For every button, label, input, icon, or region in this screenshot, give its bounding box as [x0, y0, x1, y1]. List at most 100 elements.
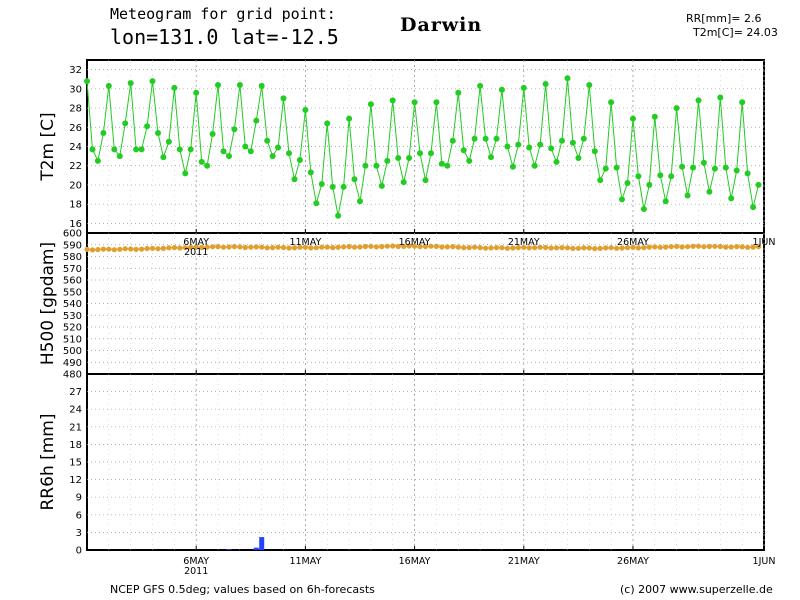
data-point: [493, 135, 500, 142]
x-tick-label: 11MAY: [289, 237, 321, 248]
data-point: [171, 84, 178, 91]
data-point: [165, 138, 172, 145]
data-point: [488, 245, 494, 251]
data-point: [280, 244, 287, 251]
data-point: [335, 212, 342, 219]
data-point: [182, 245, 188, 251]
data-point: [717, 243, 723, 250]
data-point: [438, 160, 445, 167]
data-point: [313, 245, 319, 251]
data-point: [646, 244, 652, 250]
data-point: [433, 99, 440, 106]
y-tick-label: 22: [69, 161, 82, 172]
data-point: [176, 146, 183, 153]
data-point: [499, 245, 505, 251]
data-point: [422, 177, 429, 184]
data-point: [264, 137, 271, 144]
data-point: [728, 244, 734, 250]
data-point: [193, 244, 199, 250]
data-point: [701, 244, 707, 250]
data-point: [253, 244, 259, 250]
data-point: [362, 162, 369, 169]
data-point: [280, 95, 287, 102]
y-tick-label: 6: [76, 510, 82, 521]
y-tick-label: 0: [76, 546, 82, 557]
data-point: [674, 243, 680, 249]
data-point: [739, 244, 745, 250]
y-tick-label: 27: [69, 387, 82, 398]
data-point: [269, 153, 276, 160]
data-point: [166, 245, 172, 251]
data-point: [603, 245, 609, 251]
data-point: [351, 176, 358, 183]
data-point: [526, 245, 532, 251]
data-point: [679, 163, 686, 170]
data-point: [613, 164, 620, 171]
data-point: [657, 244, 663, 250]
data-point: [444, 162, 451, 169]
data-point: [384, 157, 391, 164]
data-point: [559, 245, 565, 251]
y-tick-label: 24: [69, 142, 82, 153]
data-point: [242, 244, 248, 251]
data-point: [84, 246, 90, 252]
data-point: [215, 244, 221, 250]
data-point: [324, 120, 331, 127]
rain-bar: [253, 547, 259, 550]
data-point: [630, 115, 636, 122]
data-point: [728, 195, 735, 202]
data-point: [188, 244, 194, 250]
data-point: [406, 243, 412, 249]
data-point: [684, 192, 691, 199]
data-point: [477, 245, 483, 251]
x-tick-label: 16MAY: [399, 237, 431, 248]
data-point: [417, 150, 423, 157]
x-tick-label: 26MAY: [617, 237, 649, 248]
data-point: [199, 244, 205, 251]
data-point: [236, 82, 243, 88]
footer-source: NCEP GFS 0.5deg; values based on 6h-fore…: [110, 583, 375, 596]
data-point: [570, 245, 576, 251]
data-point: [706, 188, 713, 195]
data-point: [646, 181, 653, 188]
data-point: [663, 244, 669, 250]
panel-frame-rr6h: [86, 373, 765, 551]
data-point: [395, 243, 401, 250]
data-point: [635, 173, 642, 180]
x-tick-year: 2011: [184, 566, 208, 577]
data-point: [155, 130, 161, 136]
rain-bar: [259, 537, 265, 550]
data-point: [509, 163, 516, 170]
data-point: [340, 183, 347, 190]
data-point: [750, 204, 757, 211]
data-point: [187, 146, 194, 153]
y-tick-label: 28: [69, 104, 82, 115]
data-point: [318, 181, 325, 187]
data-point: [712, 243, 718, 249]
data-point: [220, 148, 227, 155]
series-line-h500: [86, 245, 759, 251]
x-tick-label: 1JUN: [753, 237, 776, 248]
data-point: [564, 75, 571, 82]
data-point: [498, 86, 505, 93]
data-point: [231, 126, 238, 133]
data-point: [89, 146, 96, 153]
y-tick-label: 600: [63, 229, 82, 240]
data-point: [122, 120, 129, 127]
data-point: [220, 244, 227, 250]
y-axis-label-rr6h: RR6h [mm]: [38, 413, 58, 510]
data-point: [482, 135, 489, 142]
y-tick-label: 3: [76, 528, 82, 539]
data-point: [526, 144, 533, 151]
data-point: [155, 246, 161, 252]
data-point: [679, 244, 685, 250]
x-tick-label: 11MAY: [289, 556, 321, 567]
data-point: [559, 137, 565, 144]
series-line-t2m: [86, 78, 759, 216]
data-point: [450, 244, 456, 250]
data-point: [657, 172, 664, 179]
data-point: [335, 244, 341, 250]
data-point: [329, 183, 336, 190]
